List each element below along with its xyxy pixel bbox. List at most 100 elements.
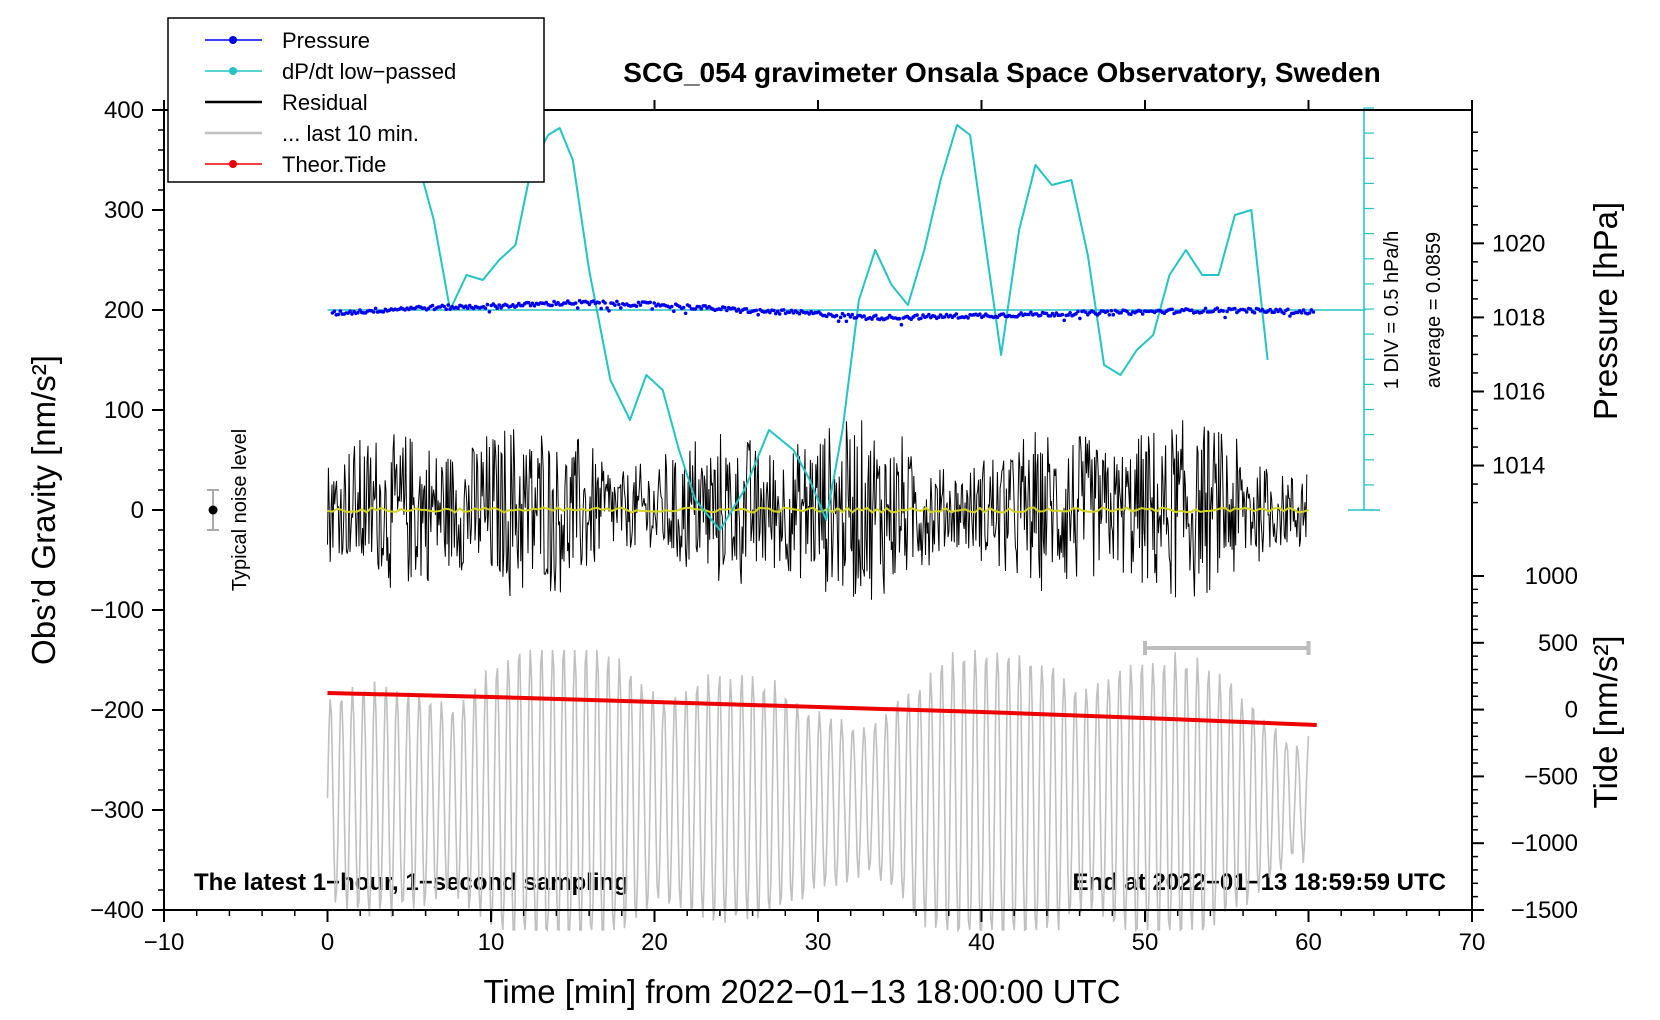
legend: Pressure dP/dt low−passed Residual ... last…	[167, 17, 545, 183]
x-tick-label: 0	[321, 929, 334, 956]
pressure-point	[927, 312, 931, 317]
pressure-point	[587, 302, 592, 307]
pressure-point	[844, 319, 849, 324]
pressure-point	[338, 309, 343, 313]
pressure-point	[373, 306, 378, 311]
pressure-point	[754, 308, 758, 313]
pressure-point	[683, 311, 688, 316]
pressure-point	[1170, 307, 1174, 312]
pressure-point	[613, 303, 617, 307]
series-residual-line	[327, 420, 1308, 600]
pressure-point	[575, 306, 580, 310]
pressure-point	[687, 304, 692, 308]
pressure-point	[599, 306, 603, 311]
pressure-tick-label: 1016	[1492, 378, 1545, 405]
tide-tick-label: −1500	[1511, 897, 1578, 924]
pressure-point	[603, 301, 607, 305]
pressure-point	[381, 310, 386, 314]
pressure-point	[532, 304, 537, 308]
pressure-point	[552, 299, 556, 304]
legend-label: Pressure	[282, 28, 370, 53]
pressure-point	[1129, 312, 1133, 317]
pressure-point	[897, 316, 902, 321]
div-label: 1 DIV = 0.5 hPa/h	[1381, 231, 1403, 389]
tide-tick-label: 500	[1538, 630, 1578, 657]
pressure-point	[371, 310, 376, 314]
pressure-point	[1125, 309, 1129, 314]
pressure-point	[1078, 316, 1082, 321]
chart-title: SCG_054 gravimeter Onsala Space Observat…	[623, 57, 1380, 88]
pressure-point	[836, 319, 841, 324]
pressure-point	[874, 313, 878, 318]
pressure-point	[842, 313, 847, 318]
legend-label: dP/dt low−passed	[282, 59, 456, 84]
pressure-point	[681, 305, 686, 310]
pressure-point	[430, 303, 435, 308]
series-dpdt-line	[416, 124, 1269, 531]
x-tick-label: 60	[1295, 929, 1322, 956]
pressure-point	[838, 315, 843, 320]
y-tick-label: −300	[90, 797, 144, 824]
x-tick-label: 40	[968, 929, 995, 956]
x-axis-label: Time [min] from 2022−01−13 18:00:00 UTC	[483, 973, 1120, 1010]
plot-layer	[207, 107, 1380, 933]
pressure-point	[638, 303, 643, 307]
pressure-point	[1203, 306, 1208, 311]
pressure-point	[356, 310, 360, 315]
tide-tick-label: −1000	[1511, 830, 1578, 857]
pressure-point	[781, 308, 786, 312]
pressure-point	[495, 306, 500, 311]
pressure-point	[1038, 313, 1043, 318]
legend-marker	[229, 67, 237, 75]
series-residual-smoothed-line	[327, 506, 1309, 514]
pressure-point	[485, 302, 490, 307]
pressure-point	[1068, 311, 1072, 315]
pressure-point	[719, 307, 723, 312]
series-tide-line	[327, 691, 1317, 727]
legend-label: Residual	[282, 90, 368, 115]
pressure-point	[634, 304, 639, 309]
pressure-point	[530, 301, 535, 306]
pressure-point	[1268, 307, 1272, 312]
pressure-point	[466, 306, 470, 311]
pressure-point	[1109, 308, 1114, 313]
pressure-point	[446, 303, 451, 307]
pressure-point	[978, 312, 982, 317]
pressure-point	[1052, 314, 1057, 318]
pressure-point	[797, 311, 802, 316]
pressure-point	[862, 314, 866, 318]
pressure-point	[834, 313, 839, 318]
pressure-point	[597, 301, 601, 305]
pressure-point	[670, 304, 674, 309]
pressure-point	[456, 306, 460, 311]
pressure-point	[1140, 312, 1145, 316]
pressure-point	[1233, 306, 1237, 311]
pressure-point	[550, 303, 554, 308]
pressure-point	[1138, 309, 1143, 314]
pressure-point	[744, 307, 749, 311]
y-tick-label: 300	[104, 197, 144, 224]
pressure-point	[954, 312, 959, 316]
y-tick-label: −100	[90, 597, 144, 624]
pressure-tick-label: 1020	[1492, 230, 1545, 257]
pressure-point	[725, 308, 729, 313]
pressure-point	[1221, 309, 1225, 313]
pressure-point	[1111, 312, 1116, 317]
pressure-point	[1105, 309, 1110, 314]
pressure-point	[1272, 310, 1276, 315]
pressure-point	[1282, 311, 1286, 316]
pressure-point	[1062, 318, 1066, 323]
pressure-point	[350, 312, 354, 316]
pressure-point	[348, 309, 352, 314]
pressure-point	[483, 306, 488, 311]
pressure-point	[448, 307, 452, 311]
pressure-point	[966, 316, 970, 320]
pressure-point	[1107, 313, 1112, 317]
pressure-point	[1190, 308, 1194, 313]
y-tick-label: −400	[90, 897, 144, 924]
pressure-point	[915, 313, 919, 317]
pressure-point	[736, 307, 741, 312]
pressure-point	[1288, 314, 1292, 318]
pressure-point	[942, 315, 947, 319]
pressure-point	[619, 306, 623, 310]
